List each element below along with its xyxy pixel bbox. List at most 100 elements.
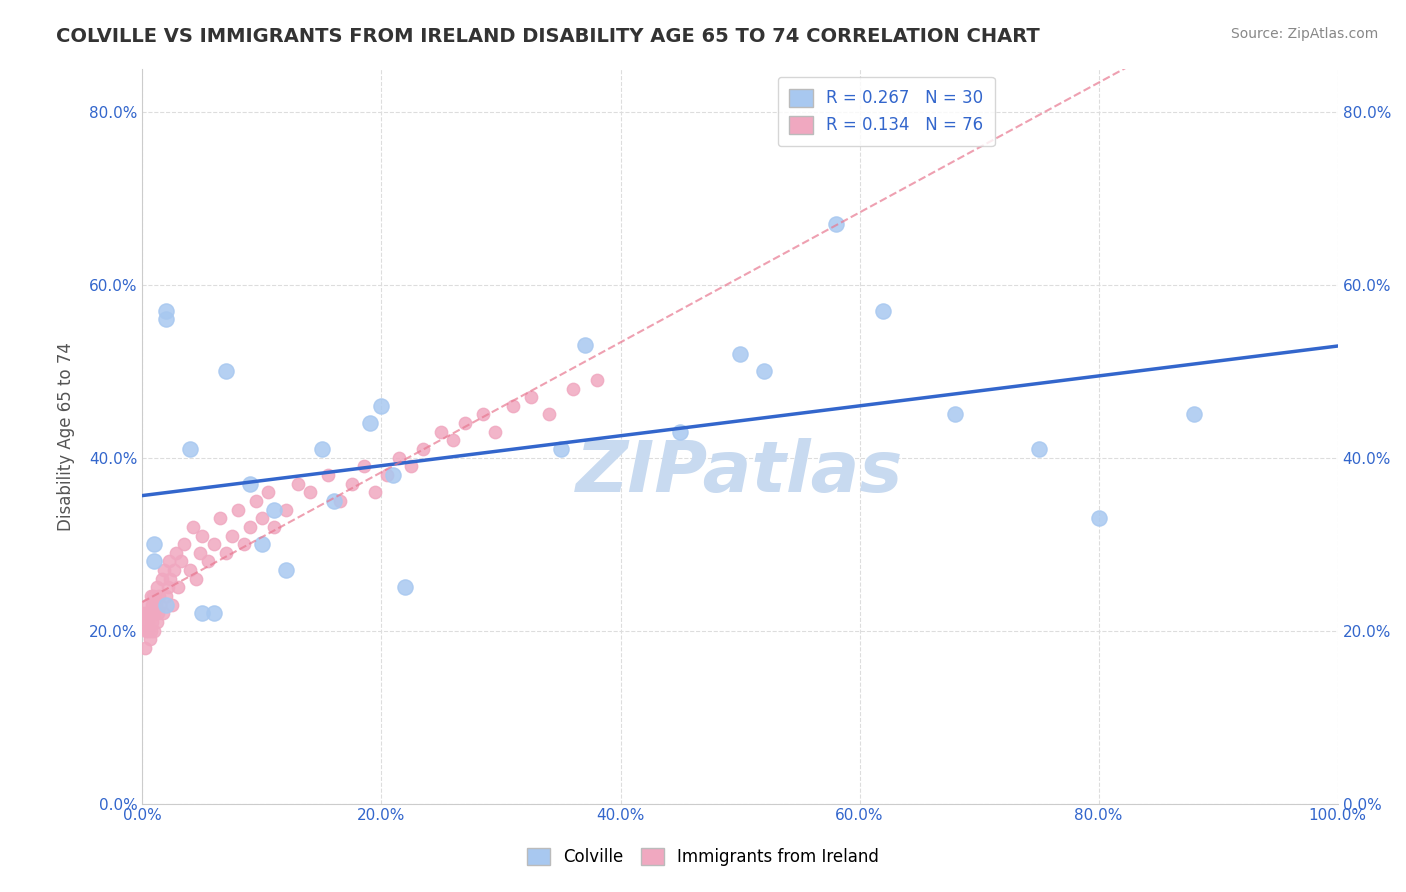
Point bbox=[191, 528, 214, 542]
Point bbox=[159, 572, 181, 586]
Point bbox=[484, 425, 506, 439]
Legend: Colville, Immigrants from Ireland: Colville, Immigrants from Ireland bbox=[519, 840, 887, 875]
Point bbox=[316, 467, 339, 482]
Point bbox=[146, 615, 169, 629]
Point bbox=[142, 607, 165, 621]
Point bbox=[454, 416, 477, 430]
Point bbox=[162, 563, 184, 577]
Point bbox=[143, 607, 166, 621]
Point bbox=[370, 399, 392, 413]
Point bbox=[165, 546, 187, 560]
Point bbox=[155, 303, 177, 318]
Point bbox=[359, 416, 381, 430]
Point bbox=[311, 442, 333, 456]
Point bbox=[155, 598, 177, 612]
Point bbox=[155, 589, 177, 603]
Point bbox=[215, 546, 238, 560]
Point bbox=[143, 537, 166, 551]
Point bbox=[138, 607, 160, 621]
Point bbox=[401, 459, 423, 474]
Point bbox=[145, 598, 167, 612]
Point bbox=[364, 485, 387, 500]
Y-axis label: Disability Age 65 to 74: Disability Age 65 to 74 bbox=[58, 342, 75, 531]
Point bbox=[134, 640, 156, 655]
Point bbox=[233, 537, 256, 551]
Point bbox=[209, 511, 232, 525]
Point bbox=[537, 408, 560, 422]
Point bbox=[215, 364, 238, 378]
Point bbox=[1028, 442, 1050, 456]
Point bbox=[170, 554, 193, 568]
Point bbox=[149, 598, 172, 612]
Point bbox=[412, 442, 434, 456]
Point bbox=[502, 399, 524, 413]
Legend: R = 0.267   N = 30, R = 0.134   N = 76: R = 0.267 N = 30, R = 0.134 N = 76 bbox=[778, 77, 994, 146]
Point bbox=[382, 467, 405, 482]
Point bbox=[167, 581, 190, 595]
Point bbox=[202, 537, 225, 551]
Point bbox=[1087, 511, 1109, 525]
Point bbox=[135, 615, 157, 629]
Point bbox=[181, 520, 204, 534]
Point bbox=[143, 554, 166, 568]
Point bbox=[146, 607, 169, 621]
Point bbox=[298, 485, 321, 500]
Text: Source: ZipAtlas.com: Source: ZipAtlas.com bbox=[1230, 27, 1378, 41]
Point bbox=[226, 502, 249, 516]
Point bbox=[872, 303, 894, 318]
Point bbox=[179, 563, 201, 577]
Point bbox=[245, 494, 267, 508]
Point bbox=[520, 390, 543, 404]
Point bbox=[136, 598, 159, 612]
Point bbox=[138, 615, 160, 629]
Point bbox=[202, 607, 225, 621]
Point bbox=[250, 537, 273, 551]
Point bbox=[287, 476, 309, 491]
Point bbox=[173, 537, 195, 551]
Point bbox=[136, 607, 159, 621]
Point bbox=[191, 607, 214, 621]
Point bbox=[188, 546, 211, 560]
Point bbox=[162, 598, 184, 612]
Point bbox=[157, 554, 180, 568]
Point bbox=[943, 408, 966, 422]
Point bbox=[156, 581, 179, 595]
Point bbox=[146, 581, 169, 595]
Point bbox=[155, 312, 177, 326]
Point bbox=[250, 511, 273, 525]
Point bbox=[141, 615, 163, 629]
Point bbox=[669, 425, 692, 439]
Point bbox=[135, 624, 157, 638]
Point bbox=[186, 572, 208, 586]
Point bbox=[274, 502, 297, 516]
Point bbox=[574, 338, 596, 352]
Point bbox=[441, 434, 464, 448]
Text: COLVILLE VS IMMIGRANTS FROM IRELAND DISABILITY AGE 65 TO 74 CORRELATION CHART: COLVILLE VS IMMIGRANTS FROM IRELAND DISA… bbox=[56, 27, 1040, 45]
Point bbox=[138, 632, 160, 647]
Point bbox=[142, 589, 165, 603]
Point bbox=[388, 450, 411, 465]
Point bbox=[340, 476, 363, 491]
Point bbox=[221, 528, 243, 542]
Point bbox=[472, 408, 495, 422]
Point bbox=[263, 502, 285, 516]
Point bbox=[430, 425, 453, 439]
Point bbox=[152, 607, 174, 621]
Point bbox=[377, 467, 399, 482]
Point bbox=[257, 485, 280, 500]
Text: ZIPatlas: ZIPatlas bbox=[576, 438, 904, 508]
Point bbox=[274, 563, 297, 577]
Point bbox=[148, 589, 170, 603]
Point bbox=[141, 598, 163, 612]
Point bbox=[239, 520, 262, 534]
Point bbox=[263, 520, 285, 534]
Point bbox=[143, 624, 166, 638]
Point bbox=[824, 217, 846, 231]
Point bbox=[728, 347, 751, 361]
Point bbox=[322, 494, 344, 508]
Point bbox=[150, 572, 173, 586]
Point bbox=[329, 494, 352, 508]
Point bbox=[138, 624, 160, 638]
Point bbox=[394, 581, 416, 595]
Point bbox=[1182, 408, 1205, 422]
